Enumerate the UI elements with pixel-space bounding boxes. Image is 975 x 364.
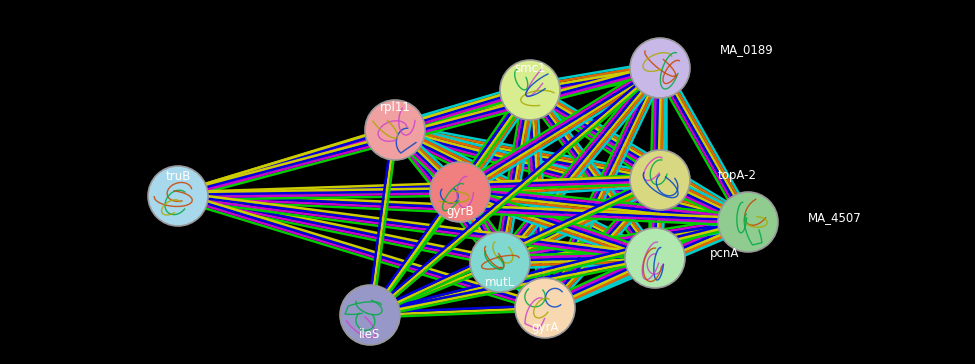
Text: ileS: ileS	[360, 328, 380, 341]
Text: truB: truB	[166, 170, 191, 182]
Text: MA_4507: MA_4507	[808, 211, 862, 225]
Text: gyrB: gyrB	[447, 206, 474, 218]
Circle shape	[718, 192, 778, 252]
Circle shape	[515, 278, 575, 338]
Circle shape	[630, 38, 690, 98]
Text: pcnA: pcnA	[710, 248, 739, 261]
Circle shape	[340, 285, 400, 345]
Circle shape	[470, 232, 530, 292]
Circle shape	[500, 60, 560, 120]
Circle shape	[365, 100, 425, 160]
Text: rpl11: rpl11	[379, 102, 410, 115]
Text: gyrA: gyrA	[531, 321, 559, 335]
Text: smc1: smc1	[514, 62, 546, 75]
Circle shape	[625, 228, 685, 288]
Text: topA-2: topA-2	[718, 169, 757, 182]
Text: MA_0189: MA_0189	[720, 44, 774, 56]
Circle shape	[630, 150, 690, 210]
Circle shape	[148, 166, 208, 226]
Text: mutL: mutL	[485, 276, 515, 289]
Circle shape	[430, 162, 490, 222]
